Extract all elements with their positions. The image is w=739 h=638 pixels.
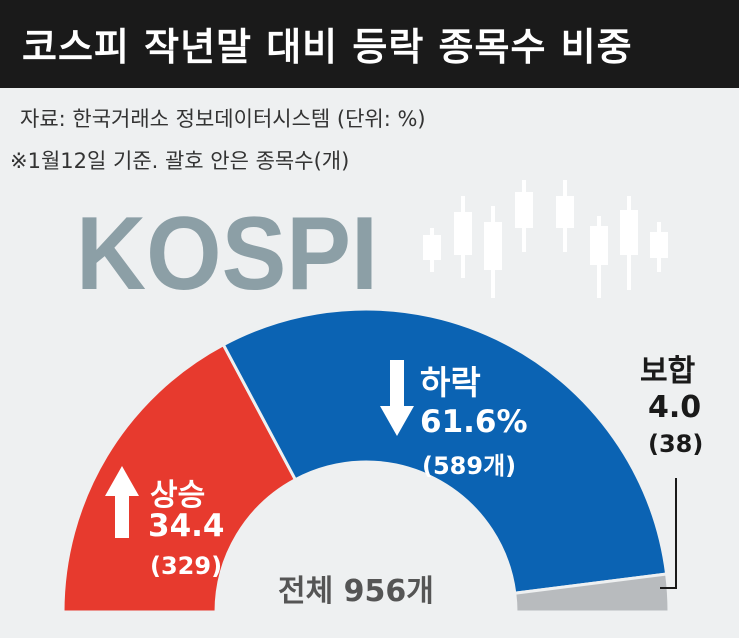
candle-body xyxy=(515,192,533,228)
slice-label-up: 상승 xyxy=(150,478,206,513)
total-count: 전체 956개 xyxy=(278,574,434,609)
candle-body xyxy=(423,235,441,260)
slice-flat xyxy=(513,572,671,614)
slice-value-flat: 4.0 xyxy=(648,390,702,425)
flat-leader-line xyxy=(660,478,677,589)
kospi-logo: KOSPI xyxy=(76,196,378,312)
half-donut xyxy=(61,307,671,614)
arrow-down-icon xyxy=(380,360,414,436)
slice-value-down: 61.6% xyxy=(420,404,528,440)
candle-body xyxy=(650,232,668,258)
slice-up xyxy=(61,342,298,614)
slice-down xyxy=(221,307,669,595)
slice-count-down: (589개) xyxy=(422,452,517,480)
candle-body xyxy=(556,196,574,228)
candle-body xyxy=(620,210,638,255)
candle-body xyxy=(484,222,502,270)
chart-title: 코스피 작년말 대비 등락 종목수 비중 xyxy=(22,25,633,69)
arrow-up-icon xyxy=(105,466,139,538)
candlestick-icon xyxy=(423,180,668,298)
candle-body xyxy=(590,226,608,265)
source-note: 자료: 한국거래소 정보데이터시스템 (단위: %) xyxy=(20,107,426,131)
candle-body xyxy=(454,212,472,255)
slice-label-flat: 보합 xyxy=(640,354,696,389)
slice-count-flat: (38) xyxy=(648,430,704,458)
date-note: ※1월12일 기준. 괄호 안은 종목수(개) xyxy=(10,149,350,173)
slice-label-down: 하락 xyxy=(420,363,481,402)
slice-count-up: (329) xyxy=(150,552,223,580)
slice-value-up: 34.4 xyxy=(148,508,225,544)
title-bar: 코스피 작년말 대비 등락 종목수 비중 xyxy=(0,0,739,88)
